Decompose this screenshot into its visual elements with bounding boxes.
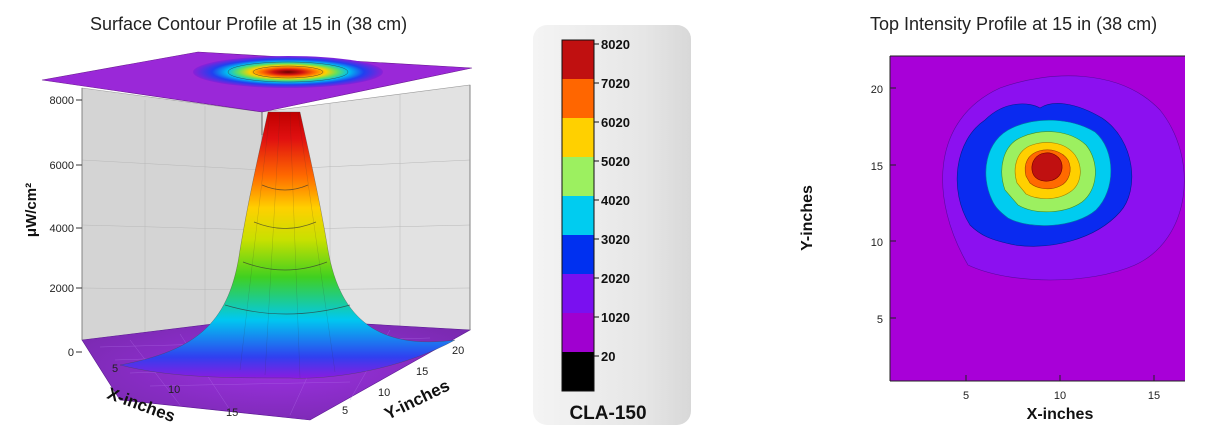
top-projection-ring [252,65,324,79]
surface-chart-title: Surface Contour Profile at 15 in (38 cm) [90,14,408,34]
legend-level-label: 5020 [601,154,630,169]
top-y-tick-label: 5 [877,314,883,326]
peak-mesh [239,111,336,379]
top-x-tick-label: 5 [963,390,969,402]
legend-swatch [562,352,594,391]
legend-level-label: 4020 [601,193,630,208]
y-tick-label: 5 [342,405,348,417]
top-projection-ring [227,61,349,83]
y-tick-label: 15 [416,366,428,378]
top-chart: 20 15 10 5 5 10 15 X-inches Y-inches [799,55,1185,423]
legend-swatch [562,118,594,157]
legend-swatch [562,235,594,274]
color-legend: 8020 7020 6020 5020 4020 3020 2020 1020 20 CLA-15… [561,37,647,424]
legend-level-label: 8020 [601,37,630,52]
top-x-axis-label: X-inches [1027,406,1094,423]
legend-level-label: 6020 [601,115,630,130]
legend-swatch [562,40,594,79]
z-axis-label: μW/cm² [23,183,40,237]
top-y-axis: 20 15 10 5 [871,84,896,326]
legend-level-label: 3020 [601,232,630,247]
x-tick-label: 5 [112,363,118,375]
legend-swatch [562,157,594,196]
legend-frame [561,39,595,392]
z-tick-label: 0 [68,347,74,359]
top-chart-title: Top Intensity Profile at 15 in (38 cm) [870,14,1158,34]
top-y-tick-label: 15 [871,161,883,173]
legend-swatch [562,313,594,352]
z-tick-label: 4000 [50,223,74,235]
x-axis: 5 10 15 [112,363,238,419]
z-axis: 8000 6000 4000 2000 0 [50,95,82,359]
legend-swatch [562,274,594,313]
top-x-tick-label: 15 [1148,390,1160,402]
legend-swatch [562,196,594,235]
z-tick-label: 6000 [50,160,74,172]
peak-contours [224,184,351,315]
top-y-axis-label: Y-inches [799,185,816,251]
x-tick-label: 10 [168,384,180,396]
top-x-axis: 5 10 15 [963,375,1160,402]
legend-level-label: 20 [601,349,615,364]
legend-level-label: 1020 [601,310,630,325]
y-tick-label: 20 [452,345,464,357]
surface-chart: 8000 6000 4000 2000 0 μW/cm² 5 10 15 X-i… [23,51,473,426]
surface-peak [119,111,456,379]
legend-level-label: 7020 [601,76,630,91]
y-axis-label: Y-inches [381,376,452,424]
y-tick-label: 10 [378,387,390,399]
legend-name: CLA-150 [569,403,646,424]
z-tick-label: 2000 [50,283,74,295]
legend-swatch [562,79,594,118]
z-tick-label: 8000 [50,95,74,107]
top-plot-area [890,56,1185,381]
legend-level-label: 2020 [601,271,630,286]
legend-card [533,25,691,425]
contour-band-7020 [1031,152,1063,182]
x-tick-label: 15 [226,407,238,419]
y-axis: 5 10 15 20 [342,345,464,417]
top-y-tick-label: 20 [871,84,883,96]
top-x-tick-label: 10 [1054,390,1066,402]
top-projection-contours [193,56,383,88]
top-y-tick-label: 10 [871,237,883,249]
